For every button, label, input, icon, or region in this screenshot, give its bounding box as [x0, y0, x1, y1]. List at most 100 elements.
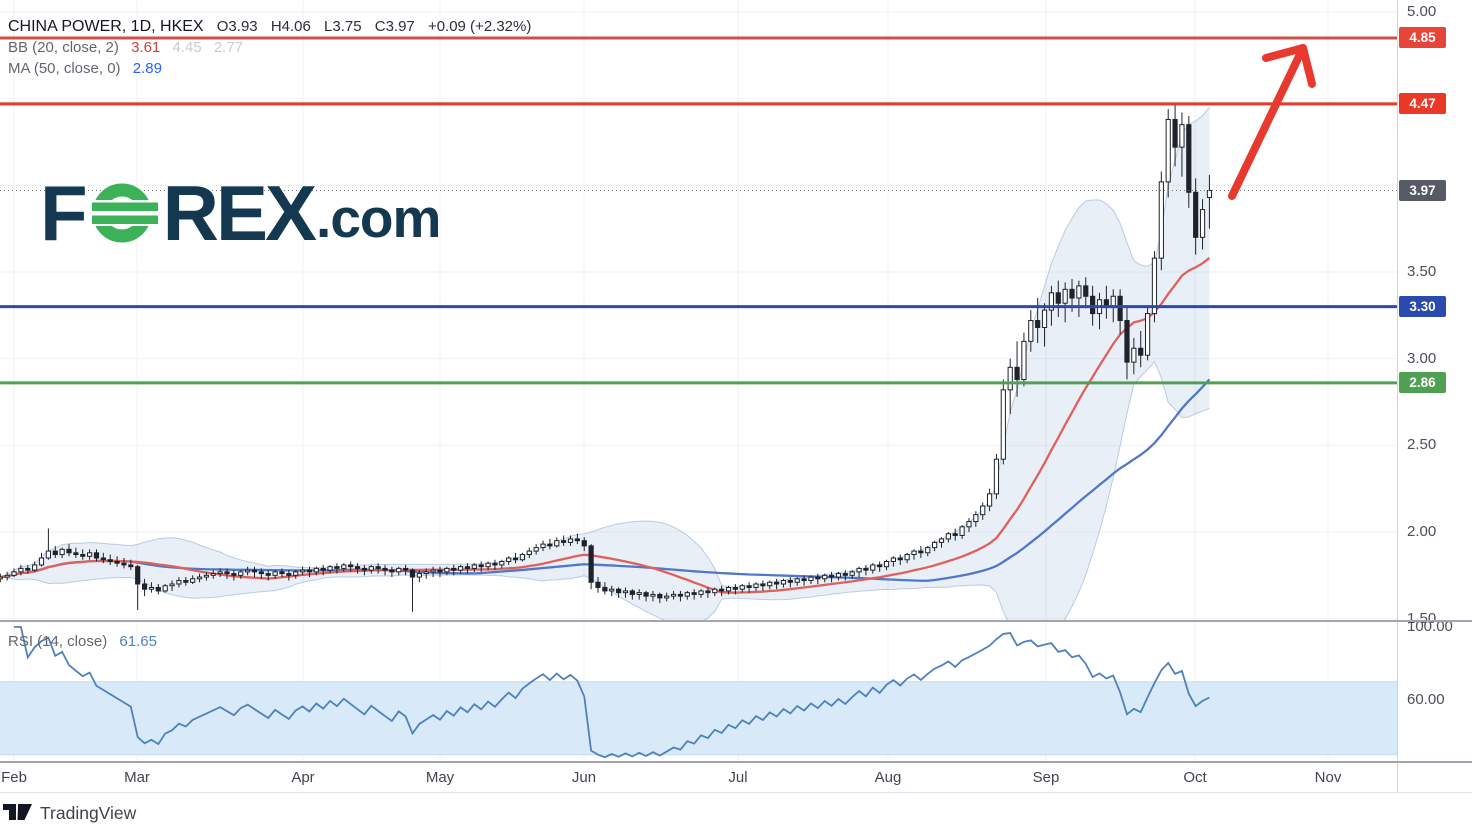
ma50-line [0, 378, 1211, 582]
candle-body [691, 592, 697, 595]
time-tick-Oct: Oct [1183, 769, 1207, 786]
bottom-branding-bar: TradingView [0, 792, 1472, 833]
candle-body [162, 585, 168, 592]
symbol-title[interactable]: CHINA POWER, 1D, HKEX [8, 18, 204, 35]
bollinger-band-fill [0, 107, 1210, 621]
candle-body [767, 581, 773, 587]
bollinger-basis-value: 3.61 [131, 39, 161, 56]
rsi-value: 61.65 [119, 633, 157, 650]
candle-body [705, 590, 711, 594]
candle-body [354, 566, 361, 569]
forex-logo-dotcom: .com [316, 187, 441, 249]
time-tick-May: May [425, 769, 455, 786]
rsi-tick-60.00: 60.00 [1407, 691, 1445, 708]
time-axis[interactable]: Feb Mar Apr May Jun Jul Aug Sep Oct Nov [0, 763, 1472, 792]
symbol-legend-row[interactable]: CHINA POWER, 1D, HKEX O3.93 H4.06 L3.75 … [8, 16, 531, 37]
candle-body [574, 538, 580, 542]
candle-body [45, 550, 51, 559]
candle-body [554, 540, 560, 547]
ma-label: MA (50, close, 0) [8, 60, 121, 77]
candle-body [389, 569, 395, 573]
price-change: +0.09 (+2.32%) [427, 18, 532, 35]
candle-body [492, 562, 498, 566]
candle-body [0, 576, 3, 580]
candle-body [774, 581, 780, 585]
candle-body [1090, 295, 1096, 315]
candle-body [464, 566, 471, 569]
candle-body [629, 590, 635, 595]
candle-body [849, 571, 855, 576]
price-pane[interactable] [0, 0, 1397, 621]
candle-body [176, 580, 182, 585]
candle-body [794, 578, 800, 583]
candle-body [327, 566, 333, 571]
candle-body [828, 574, 835, 578]
candle-body [863, 567, 869, 571]
candle-body [306, 569, 313, 573]
candle-body [1055, 292, 1061, 304]
candle-body [952, 533, 958, 536]
rsi-pane[interactable] [0, 623, 1397, 761]
candle-body [506, 557, 512, 562]
candle-body [986, 493, 993, 507]
candle-body [883, 560, 890, 568]
candle-body [4, 574, 10, 578]
bollinger-legend-row[interactable]: BB (20, close, 2) 3.61 4.45 2.77 [8, 37, 531, 58]
candle-body [73, 552, 79, 556]
candle-body [526, 550, 532, 556]
candle-body [932, 541, 938, 549]
candle-body [1076, 285, 1082, 299]
candle-body [897, 557, 903, 561]
rsi-line [14, 626, 1210, 759]
pane-separator-rsi-time[interactable] [0, 761, 1472, 763]
ma-value: 2.89 [132, 60, 162, 77]
candle-body [457, 566, 464, 571]
candle-body [1172, 118, 1178, 148]
candle-body [361, 567, 368, 571]
candle-body [540, 543, 546, 549]
candle-body [1110, 295, 1116, 308]
candle-body [877, 564, 883, 568]
candle-body [368, 566, 374, 571]
bollinger-upper-line [0, 107, 1210, 588]
candle-body [396, 567, 402, 573]
candle-body [746, 585, 752, 588]
candle-body [38, 557, 45, 566]
candle-body [533, 547, 539, 552]
candle-body [217, 571, 223, 575]
candle-body [437, 569, 443, 573]
rsi-label: RSI (14, close) [8, 633, 108, 650]
pane-separator-price-rsi[interactable] [0, 620, 1472, 622]
candle-body [856, 567, 862, 573]
candle-body [121, 562, 127, 566]
candle-body [725, 586, 732, 592]
candle-body [128, 564, 134, 568]
candle-body [1124, 320, 1130, 363]
tradingview-name[interactable]: TradingView [40, 802, 137, 823]
forex-watermark-logo: F REX .com [40, 174, 441, 252]
candle-body [1062, 288, 1068, 304]
price-axis[interactable]: 5.00 3.50 3.00 2.50 2.00 1.50 100.00 60.00 4.85 4… [1397, 0, 1472, 761]
time-tick-Nov: Nov [1314, 769, 1342, 786]
candle-body [203, 574, 210, 578]
candle-body [1014, 366, 1020, 380]
candle-body [561, 540, 567, 543]
candle-body [925, 547, 931, 554]
candle-body [375, 566, 381, 569]
candle-body [183, 580, 189, 583]
ma-legend-row[interactable]: MA (50, close, 0) 2.89 [8, 58, 531, 79]
candle-body [196, 576, 203, 580]
candle-body [643, 592, 649, 597]
candle-body [677, 593, 684, 597]
candle-body [732, 586, 738, 590]
candle-body [245, 569, 251, 573]
candle-body [1151, 257, 1158, 315]
rsi-legend[interactable]: RSI (14, close) 61.65 [8, 631, 157, 652]
candle-body [320, 567, 326, 571]
candle-body [1083, 285, 1089, 297]
candle-body [299, 569, 306, 573]
tradingview-logo-icon[interactable] [3, 803, 33, 824]
candle-body [993, 458, 1000, 495]
price-tick-5.00: 5.00 [1407, 3, 1437, 20]
